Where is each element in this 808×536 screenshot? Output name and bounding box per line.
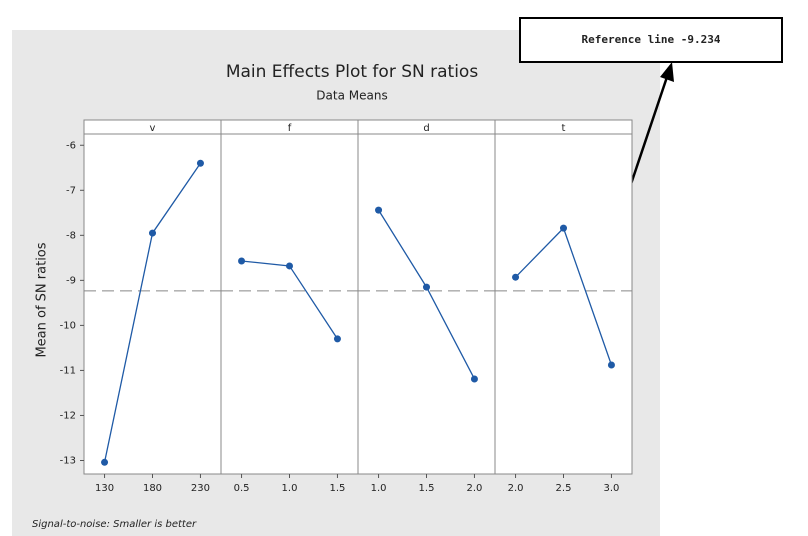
- x-tick-label: 2.0: [466, 483, 482, 494]
- y-tick-label: -9: [66, 275, 76, 286]
- y-tick-label: -12: [60, 410, 76, 421]
- x-tick-label: 1.0: [282, 483, 298, 494]
- x-tick-label: 180: [143, 483, 162, 494]
- effect-point: [560, 224, 567, 232]
- panel-name: f: [288, 123, 292, 134]
- panel-name: v: [150, 123, 156, 134]
- effect-point: [333, 335, 341, 343]
- x-tick-label: 2.5: [556, 483, 572, 494]
- effect-point: [512, 273, 520, 281]
- x-tick-label: 230: [191, 483, 210, 494]
- effect-point: [470, 375, 478, 383]
- panel-name: t: [562, 123, 566, 134]
- y-axis-label: Mean of SN ratios: [35, 242, 50, 357]
- x-tick-label: 1.5: [419, 483, 435, 494]
- effect-point: [607, 361, 615, 369]
- x-tick-label: 1.0: [371, 483, 387, 494]
- effect-point: [149, 229, 156, 237]
- effect-point: [375, 206, 383, 214]
- chart-title: Main Effects Plot for SN ratios: [226, 62, 479, 82]
- effect-point: [101, 458, 109, 466]
- effect-point: [238, 257, 246, 265]
- y-tick-label: -13: [60, 455, 76, 466]
- y-tick-label: -11: [60, 365, 76, 376]
- y-tick-label: -10: [60, 320, 76, 331]
- annotation-box: [519, 17, 783, 63]
- y-tick-label: -6: [66, 140, 76, 151]
- y-tick-label: -8: [66, 230, 76, 241]
- panel-name: d: [423, 123, 429, 134]
- effect-point: [286, 262, 293, 270]
- x-tick-label: 2.0: [508, 483, 524, 494]
- effect-point: [423, 283, 430, 291]
- effect-point: [196, 159, 204, 167]
- arrow-head: [660, 62, 674, 82]
- footnote: Signal-to-noise: Smaller is better: [32, 519, 197, 530]
- chart-subtitle: Data Means: [316, 89, 387, 103]
- x-tick-label: 3.0: [603, 483, 619, 494]
- x-tick-label: 1.5: [329, 483, 345, 494]
- x-tick-label: 0.5: [234, 483, 250, 494]
- y-tick-label: -7: [66, 185, 76, 196]
- annotation-text: Reference line -9.234: [581, 33, 720, 46]
- x-tick-label: 130: [95, 483, 114, 494]
